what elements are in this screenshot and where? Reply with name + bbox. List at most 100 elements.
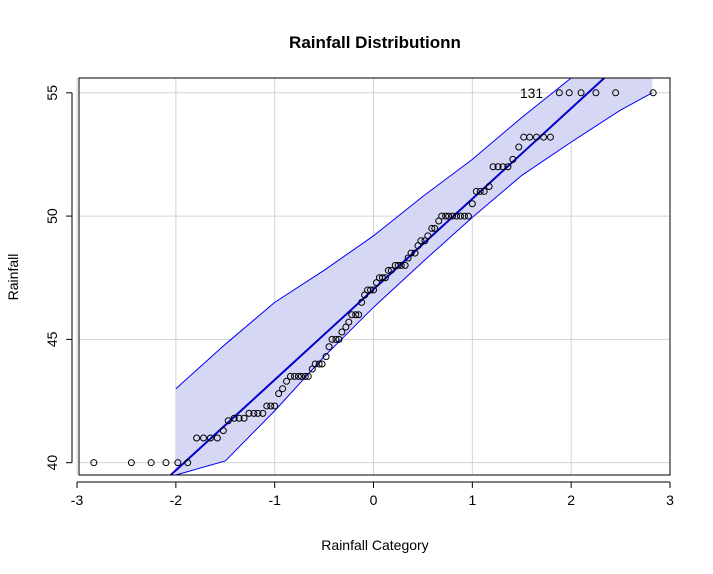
- data-point: [431, 224, 439, 232]
- plot-frame: [78, 77, 671, 476]
- data-point: [370, 286, 378, 294]
- data-point: [476, 187, 484, 195]
- data-point: [394, 261, 402, 269]
- x-tick-label: 3: [666, 492, 674, 508]
- data-point: [328, 335, 336, 343]
- data-point: [424, 232, 432, 240]
- grid-layer: [76, 78, 671, 475]
- data-point: [259, 409, 267, 417]
- data-point: [494, 163, 502, 171]
- data-point: [304, 372, 312, 380]
- y-tick-label: 50: [44, 208, 60, 224]
- data-point: [445, 212, 453, 220]
- data-point: [421, 237, 429, 245]
- data-point: [546, 133, 554, 141]
- point-annotation: 131: [520, 85, 544, 101]
- data-point: [147, 459, 155, 467]
- x-tick-label: -2: [170, 492, 183, 508]
- data-point: [332, 335, 340, 343]
- data-point: [504, 163, 512, 171]
- reference-line-layer: [170, 77, 605, 476]
- data-point: [200, 434, 208, 442]
- data-point: [290, 372, 298, 380]
- data-point: [206, 434, 214, 442]
- data-point: [297, 372, 305, 380]
- data-point: [90, 459, 98, 467]
- data-point: [294, 372, 302, 380]
- data-point: [348, 311, 356, 319]
- data-point: [480, 187, 488, 195]
- data-points-layer: [90, 89, 657, 467]
- data-point: [404, 254, 412, 262]
- data-point: [286, 372, 294, 380]
- data-point: [539, 133, 547, 141]
- data-point: [472, 187, 480, 195]
- x-tick-label: 1: [468, 492, 476, 508]
- data-point: [219, 427, 227, 435]
- data-point: [384, 266, 392, 274]
- data-point: [193, 434, 201, 442]
- data-point: [213, 434, 221, 442]
- y-tick-label: 40: [44, 455, 60, 471]
- data-point: [515, 143, 523, 151]
- data-point: [407, 249, 415, 257]
- data-point: [355, 311, 363, 319]
- data-point: [453, 212, 461, 220]
- x-tick-label: -1: [268, 492, 281, 508]
- data-point: [612, 89, 620, 97]
- data-point: [387, 266, 395, 274]
- data-point: [345, 318, 353, 326]
- data-point: [335, 335, 343, 343]
- data-point: [162, 459, 170, 467]
- y-axis-label: Rainfall: [5, 254, 21, 301]
- reference-line: [170, 77, 605, 476]
- data-point: [338, 328, 346, 336]
- data-point: [358, 298, 366, 306]
- y-tick-label: 45: [44, 331, 60, 347]
- data-point: [311, 360, 319, 368]
- annotation-layer: 131: [520, 85, 544, 101]
- data-point: [361, 291, 369, 299]
- data-point: [555, 89, 563, 97]
- confidence-band: [175, 78, 653, 475]
- data-point: [283, 377, 291, 385]
- data-point: [499, 163, 507, 171]
- axes-layer: -3 -2 -1 0 1 2 3 40 45 50 55: [44, 77, 674, 508]
- data-point: [322, 353, 330, 361]
- data-point: [381, 274, 389, 282]
- data-point: [325, 343, 333, 351]
- data-point: [378, 274, 386, 282]
- data-point: [301, 372, 309, 380]
- data-point: [184, 459, 192, 467]
- data-point: [526, 133, 534, 141]
- chart-title: Rainfall Distributionn: [289, 33, 461, 52]
- data-point: [577, 89, 585, 97]
- data-point: [397, 261, 405, 269]
- data-point: [279, 385, 287, 393]
- data-point: [224, 417, 232, 425]
- data-point: [411, 249, 419, 257]
- data-point: [271, 402, 279, 410]
- x-axis-label: Rainfall Category: [321, 537, 428, 553]
- data-point: [464, 212, 472, 220]
- data-point: [367, 286, 375, 294]
- x-tick-label: -3: [71, 492, 84, 508]
- data-point: [456, 212, 464, 220]
- data-point: [438, 212, 446, 220]
- data-point: [308, 365, 316, 373]
- data-point: [275, 390, 283, 398]
- x-tick-label: 0: [370, 492, 378, 508]
- data-point: [468, 200, 476, 208]
- data-point: [352, 311, 360, 319]
- data-point: [342, 323, 350, 331]
- data-point: [449, 212, 457, 220]
- data-point: [250, 409, 258, 417]
- data-point: [485, 182, 493, 190]
- data-point: [565, 89, 573, 97]
- data-point: [533, 133, 541, 141]
- data-point: [401, 261, 409, 269]
- data-point: [240, 414, 248, 422]
- data-point: [263, 402, 271, 410]
- data-point: [417, 237, 425, 245]
- data-point: [315, 360, 323, 368]
